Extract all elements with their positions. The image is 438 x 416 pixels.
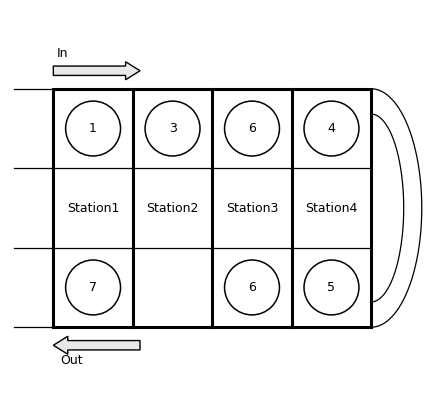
Text: 6: 6: [247, 122, 255, 135]
Circle shape: [224, 101, 279, 156]
FancyArrow shape: [53, 62, 140, 80]
Text: Out: Out: [60, 354, 83, 367]
Text: In: In: [57, 47, 68, 60]
Text: Station2: Station2: [146, 201, 198, 215]
Circle shape: [304, 260, 358, 315]
Text: 3: 3: [168, 122, 176, 135]
Text: 1: 1: [89, 122, 97, 135]
Text: Station3: Station3: [225, 201, 278, 215]
Circle shape: [65, 260, 120, 315]
Text: 4: 4: [327, 122, 335, 135]
Circle shape: [224, 260, 279, 315]
Text: Station4: Station4: [304, 201, 357, 215]
Text: Station1: Station1: [67, 201, 119, 215]
Circle shape: [65, 101, 120, 156]
Text: 7: 7: [89, 281, 97, 294]
Text: 5: 5: [327, 281, 335, 294]
Circle shape: [145, 101, 200, 156]
Bar: [53, 89, 371, 327]
FancyArrow shape: [53, 336, 140, 354]
Circle shape: [304, 101, 358, 156]
Text: 6: 6: [247, 281, 255, 294]
